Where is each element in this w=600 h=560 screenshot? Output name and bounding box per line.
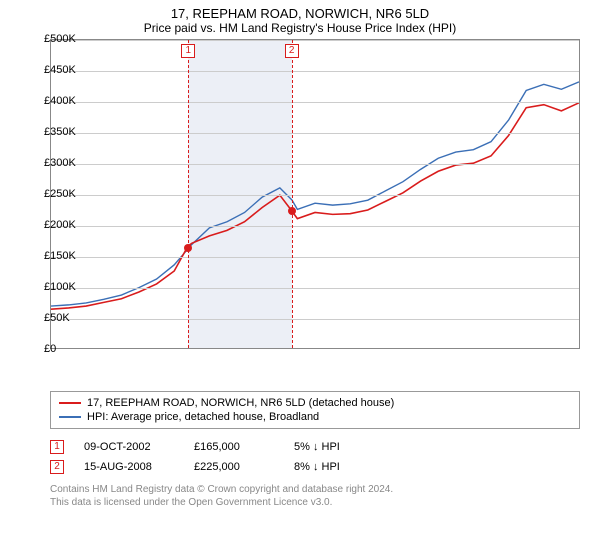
event-table: 1 09-OCT-2002 £165,000 5% ↓ HPI 2 15-AUG-2008… (50, 437, 580, 477)
legend-row: 17, REEPHAM ROAD, NORWICH, NR6 5LD (deta… (59, 396, 571, 410)
event-delta: 5% ↓ HPI (294, 441, 340, 453)
y-tick-label: £400K (44, 95, 50, 107)
event-number-box: 2 (50, 460, 64, 474)
chart-title: 17, REEPHAM ROAD, NORWICH, NR6 5LD (0, 0, 600, 21)
legend-label: 17, REEPHAM ROAD, NORWICH, NR6 5LD (deta… (87, 397, 394, 409)
notice-line: Contains HM Land Registry data © Crown c… (50, 483, 580, 496)
x-tick-label: 2004 (202, 348, 218, 349)
gridline (51, 164, 579, 165)
x-tick-label: 2000 (131, 348, 147, 349)
event-number-box: 1 (50, 440, 64, 454)
y-tick-label: £50K (44, 312, 50, 324)
x-tick-label: 2013 (361, 348, 377, 349)
legend-box: 17, REEPHAM ROAD, NORWICH, NR6 5LD (deta… (50, 391, 580, 429)
x-tick-label: 1999 (114, 348, 130, 349)
event-price: £165,000 (194, 441, 274, 453)
x-tick-label: 2009 (290, 348, 306, 349)
x-tick-label: 2015 (396, 348, 412, 349)
x-tick-label: 2003 (184, 348, 200, 349)
x-tick-label: 2006 (237, 348, 253, 349)
event-marker-label: 2 (285, 44, 299, 58)
chart-area: 1995199619971998199920002001200220032004… (50, 39, 580, 349)
gridline (51, 195, 579, 196)
legend-swatch (59, 416, 81, 418)
legend-area: 17, REEPHAM ROAD, NORWICH, NR6 5LD (deta… (50, 391, 580, 477)
line-layer (51, 40, 579, 348)
x-tick-label: 2008 (273, 348, 289, 349)
event-row: 1 09-OCT-2002 £165,000 5% ↓ HPI (50, 437, 580, 457)
x-tick-label: 2023 (538, 348, 554, 349)
gridline (51, 102, 579, 103)
x-tick-label: 1997 (78, 348, 94, 349)
gridline (51, 133, 579, 134)
gridline (51, 226, 579, 227)
event-dot (288, 207, 296, 215)
event-price: £225,000 (194, 461, 274, 473)
x-tick-label: 2024 (555, 348, 571, 349)
copyright-notice: Contains HM Land Registry data © Crown c… (50, 483, 580, 509)
event-marker-label: 1 (181, 44, 195, 58)
x-tick-label: 1996 (61, 348, 77, 349)
y-tick-label: £250K (44, 188, 50, 200)
event-vline (188, 40, 189, 348)
y-tick-label: £500K (44, 33, 50, 45)
x-tick-label: 2019 (467, 348, 483, 349)
x-tick-label: 2002 (167, 348, 183, 349)
x-tick-label: 2014 (379, 348, 395, 349)
event-vline (292, 40, 293, 348)
gridline (51, 319, 579, 320)
plot: 1995199619971998199920002001200220032004… (50, 39, 580, 349)
event-date: 09-OCT-2002 (84, 441, 174, 453)
gridline (51, 288, 579, 289)
gridline (51, 71, 579, 72)
event-date: 15-AUG-2008 (84, 461, 174, 473)
y-tick-label: £0 (44, 343, 50, 355)
y-tick-label: £450K (44, 64, 50, 76)
x-tick-label: 2011 (326, 348, 342, 349)
x-tick-label: 2022 (520, 348, 536, 349)
legend-label: HPI: Average price, detached house, Broa… (87, 411, 319, 423)
chart-subtitle: Price paid vs. HM Land Registry's House … (0, 21, 600, 39)
x-tick-label: 2017 (432, 348, 448, 349)
legend-swatch (59, 402, 81, 404)
x-tick-label: 2020 (485, 348, 501, 349)
event-delta: 8% ↓ HPI (294, 461, 340, 473)
x-tick-label: 2012 (343, 348, 359, 349)
x-tick-label: 2005 (220, 348, 236, 349)
y-tick-label: £350K (44, 126, 50, 138)
y-tick-label: £100K (44, 281, 50, 293)
series-hpi (51, 82, 579, 306)
x-tick-label: 2016 (414, 348, 430, 349)
y-tick-label: £300K (44, 157, 50, 169)
x-tick-label: 1998 (96, 348, 112, 349)
y-tick-label: £200K (44, 219, 50, 231)
x-tick-label: 2007 (255, 348, 271, 349)
y-tick-label: £150K (44, 250, 50, 262)
x-tick-label: 2001 (149, 348, 165, 349)
notice-line: This data is licensed under the Open Gov… (50, 496, 580, 509)
gridline (51, 257, 579, 258)
event-dot (184, 244, 192, 252)
event-row: 2 15-AUG-2008 £225,000 8% ↓ HPI (50, 457, 580, 477)
legend-row: HPI: Average price, detached house, Broa… (59, 410, 571, 424)
x-tick-label: 2010 (308, 348, 324, 349)
x-tick-label: 2018 (449, 348, 465, 349)
gridline (51, 40, 579, 41)
x-tick-label: 2021 (502, 348, 518, 349)
